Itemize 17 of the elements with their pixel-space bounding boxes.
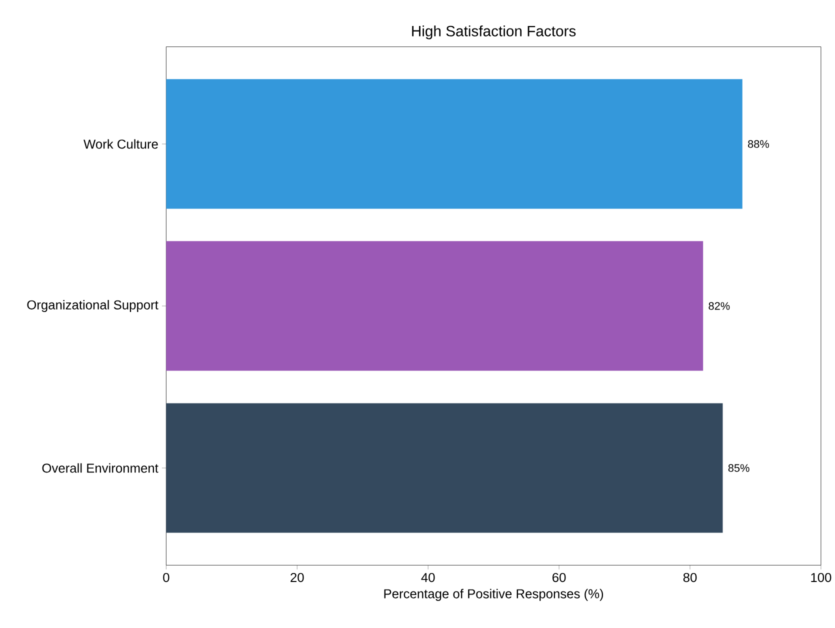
y-tick-label: Overall Environment (42, 463, 158, 473)
x-axis-title: Percentage of Positive Responses (%) (384, 588, 604, 601)
bar (166, 79, 742, 209)
data-label: 82% (708, 302, 730, 310)
bar (166, 241, 704, 371)
x-tick-label: 40 (421, 572, 435, 582)
x-tick-label: 20 (290, 572, 304, 582)
x-tick-label: 60 (552, 572, 566, 582)
data-label: 85% (728, 464, 750, 472)
chart-title: High Satisfaction Factors (412, 25, 576, 40)
bar (166, 403, 723, 533)
data-label: 88% (748, 140, 769, 148)
y-tick-label: Organizational Support (27, 300, 158, 312)
x-tick-label: 80 (683, 572, 697, 582)
x-tick-label: 0 (163, 572, 170, 582)
x-tick-label: 100 (811, 572, 832, 582)
y-tick-label: Work Culture (84, 139, 158, 149)
